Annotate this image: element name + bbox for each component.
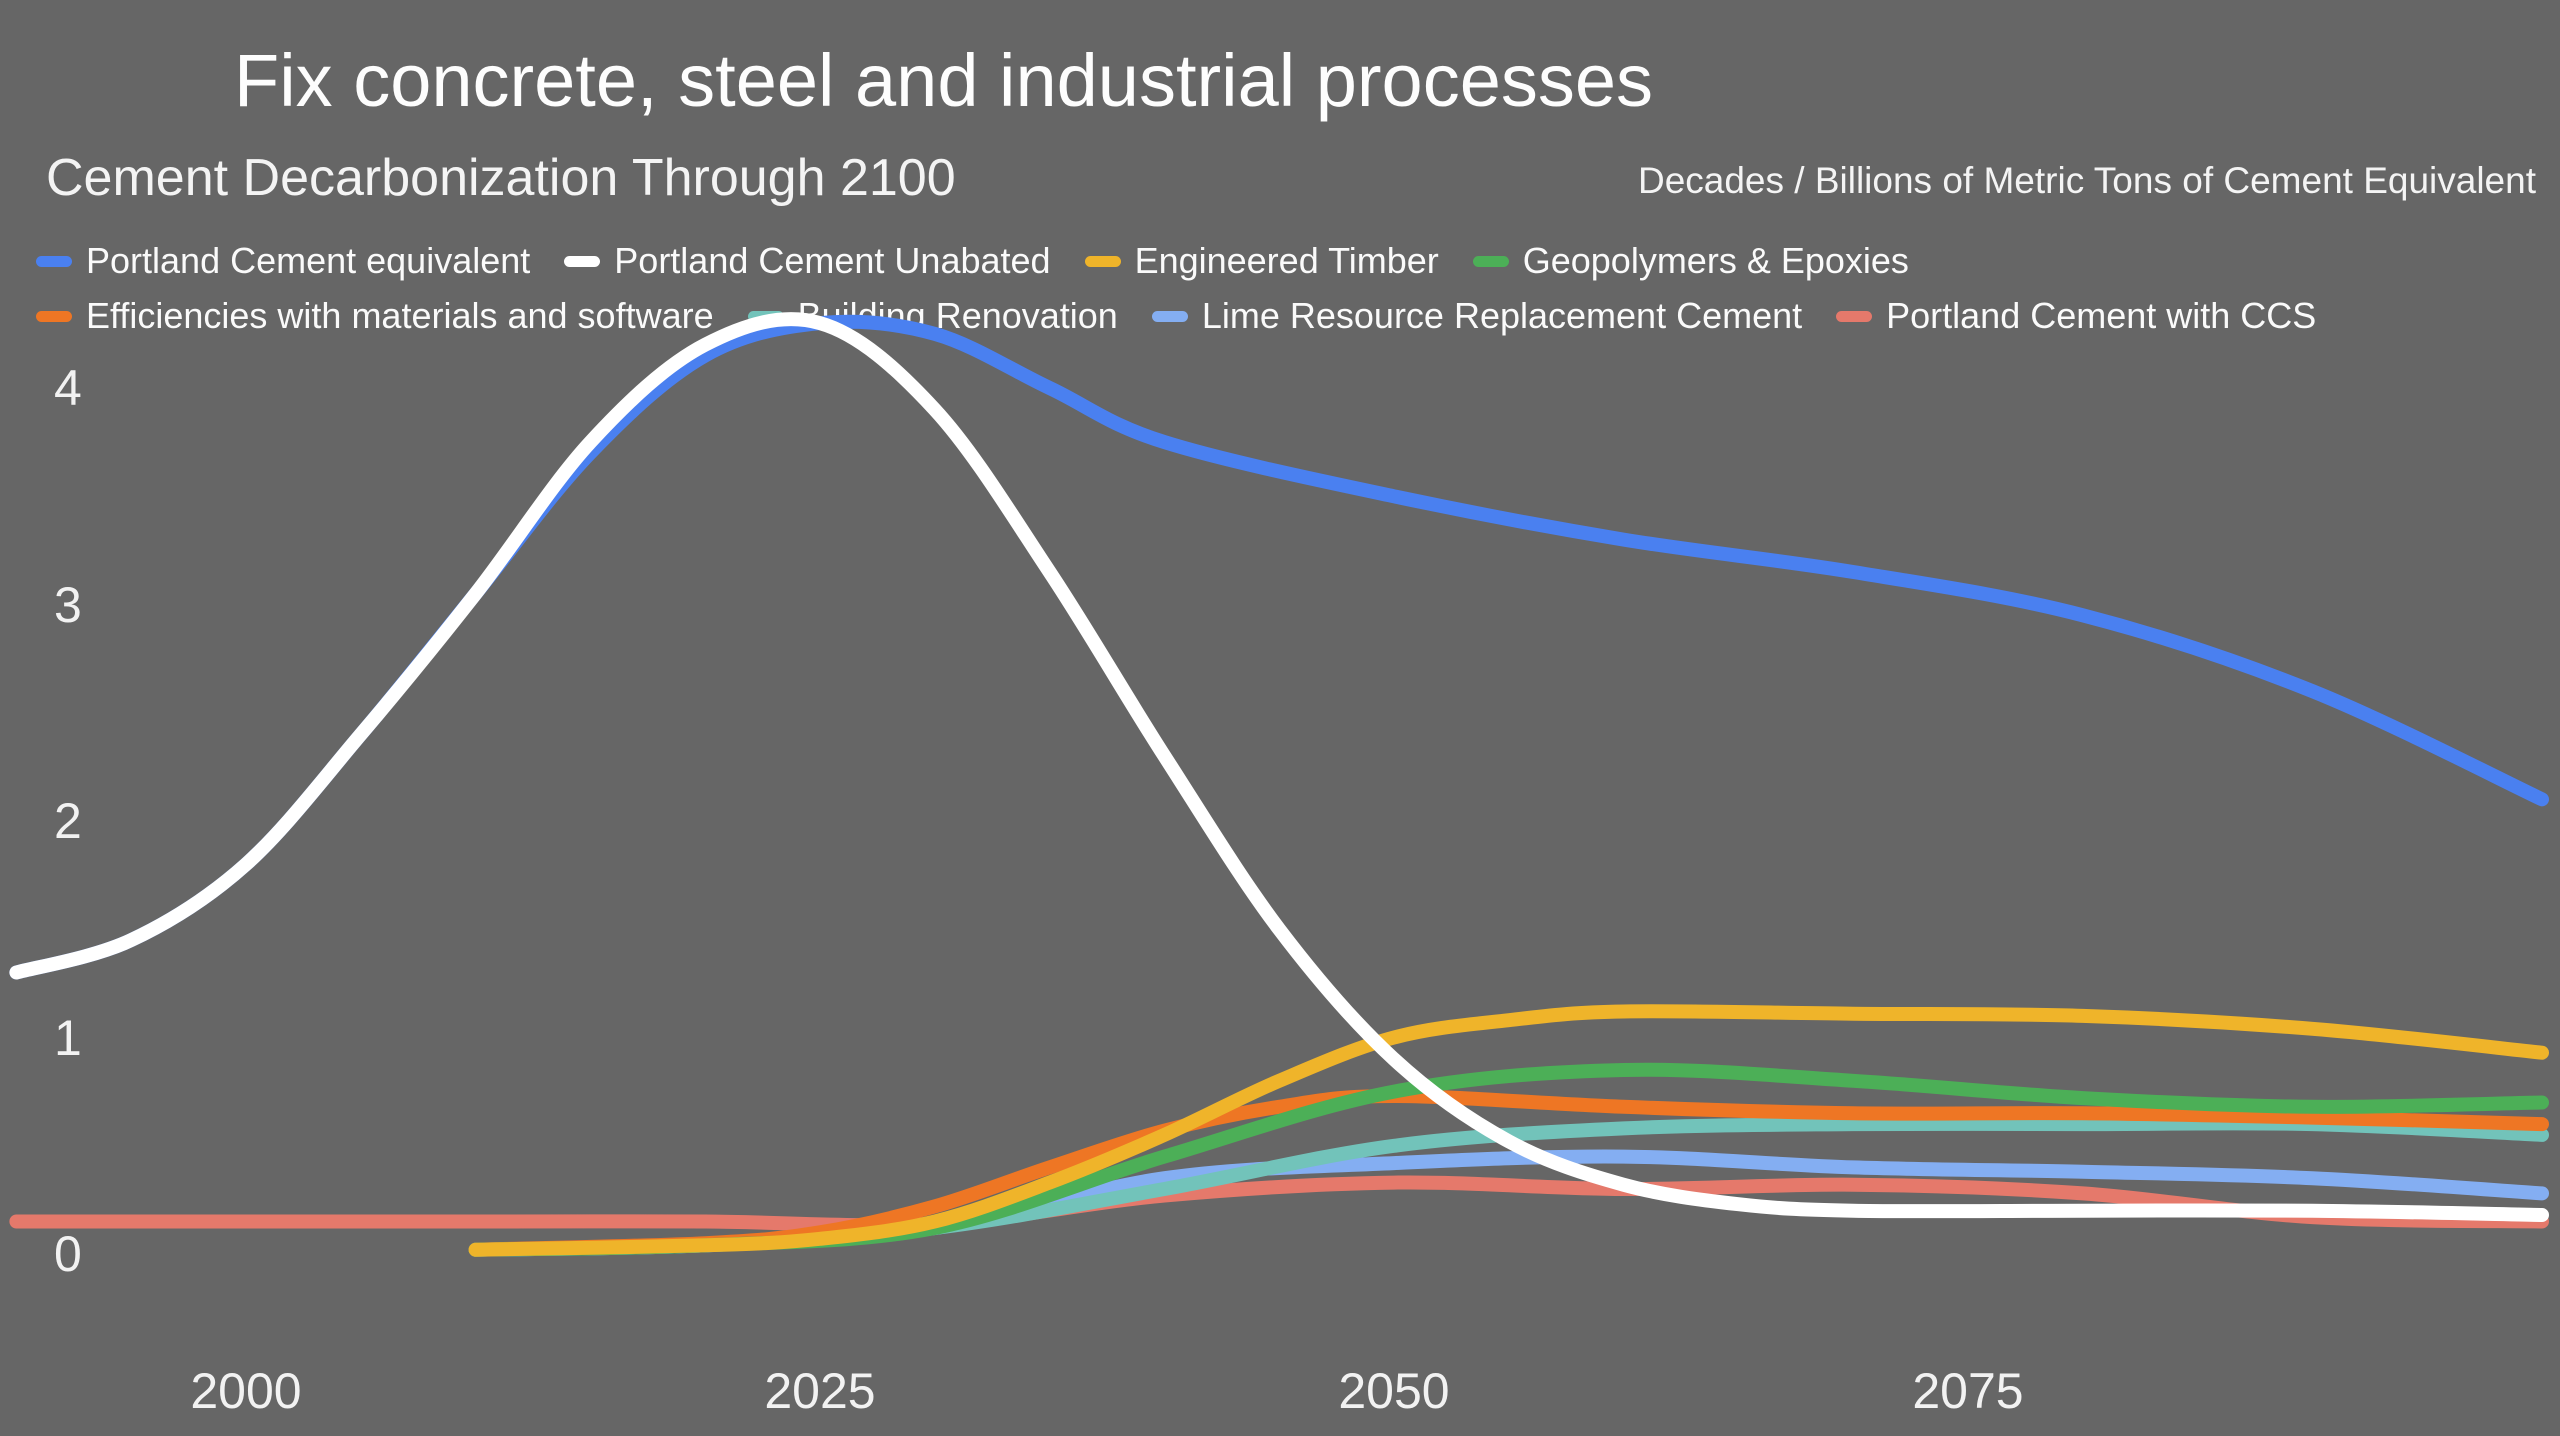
legend-row-1: Portland Cement equivalent Portland Cemen… — [36, 240, 2550, 282]
legend-label: Portland Cement with CCS — [1886, 295, 2317, 336]
legend-row-2: Efficiencies with materials and software… — [36, 295, 2550, 337]
legend-dash-icon — [36, 255, 72, 267]
y-axis-tick-label: 4 — [54, 360, 82, 416]
legend-dash-icon — [1472, 255, 1509, 267]
legend: Portland Cement equivalent Portland Cemen… — [36, 240, 2550, 337]
x-axis-tick-label: 2000 — [190, 1363, 301, 1419]
legend-label: Engineered Timber — [1134, 240, 1439, 281]
chart-title: Cement Decarbonization Through 2100 — [46, 149, 956, 207]
y-axis-tick-label: 3 — [54, 577, 82, 633]
legend-label: Geopolymers & Epoxies — [1522, 240, 1909, 281]
axis-units-label: Decades / Billions of Metric Tons of Cem… — [1637, 160, 2536, 201]
legend-item: Lime Resource Replacement Cement — [1151, 295, 1803, 337]
legend-dash-icon — [1836, 310, 1873, 322]
legend-dash-icon — [1151, 310, 1188, 322]
x-axis-tick-label: 2025 — [764, 1363, 875, 1419]
series-line-engineered-timber — [468, 1004, 2549, 1257]
series-line-portland-cement-with-ccs — [9, 1175, 2549, 1233]
legend-label: Portland Cement Unabated — [614, 240, 1051, 281]
series-line-portland-cement-unabated — [9, 312, 2549, 1222]
legend-item: Portland Cement Unabated — [564, 240, 1051, 282]
series-line-portland-cement-equivalent — [9, 314, 2549, 980]
legend-label: Portland Cement equivalent — [86, 240, 531, 281]
y-axis-tick-label: 2 — [54, 793, 82, 849]
y-axis-tick-label: 0 — [54, 1226, 82, 1282]
legend-dash-icon — [564, 255, 601, 267]
x-axis-tick-label: 2050 — [1338, 1363, 1449, 1419]
legend-dash-icon — [1084, 255, 1121, 267]
legend-label: Efficiencies with materials and software — [86, 295, 714, 336]
y-axis-tick-label: 1 — [54, 1010, 82, 1066]
legend-item: Efficiencies with materials and software — [36, 295, 714, 337]
legend-item: Geopolymers & Epoxies — [1472, 240, 1909, 282]
legend-dash-icon — [36, 310, 72, 322]
legend-label: Lime Resource Replacement Cement — [1201, 295, 1803, 336]
legend-item: Portland Cement with CCS — [1836, 295, 2316, 337]
legend-item: Engineered Timber — [1084, 240, 1439, 282]
x-axis-tick-label: 2075 — [1912, 1363, 2023, 1419]
page-title: Fix concrete, steel and industrial proce… — [234, 39, 1654, 122]
legend-item: Portland Cement equivalent — [36, 240, 530, 282]
